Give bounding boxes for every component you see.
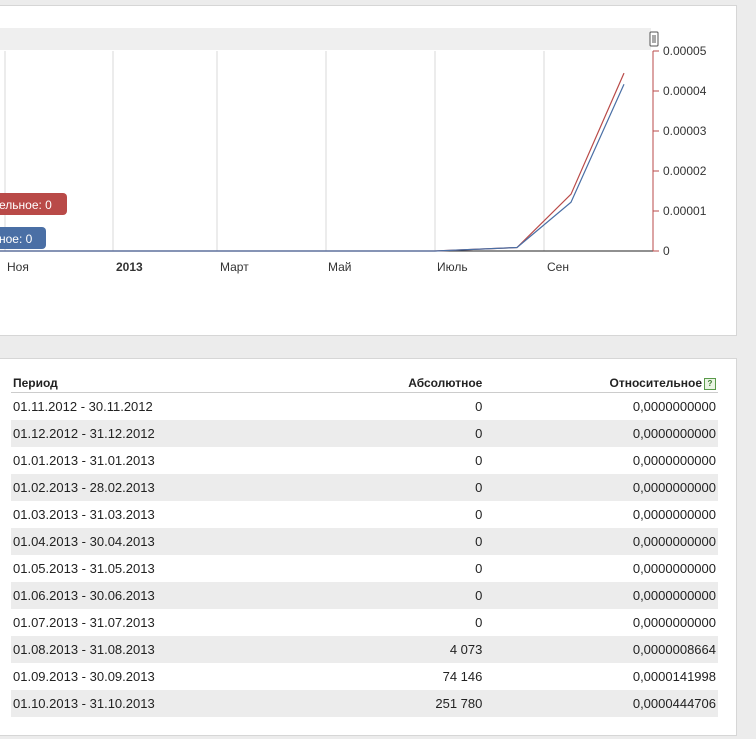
cell-absolute: 0	[319, 419, 485, 447]
header-relative-label: Относительное	[609, 376, 702, 390]
cell-relative: 0,0000000000	[632, 506, 716, 522]
cell-period: 01.10.2013 - 31.10.2013	[11, 689, 320, 717]
header-absolute[interactable]: Абсолютное	[319, 373, 485, 393]
cell-relative: 0,0000000000	[632, 398, 716, 414]
header-period[interactable]: Период	[11, 373, 320, 393]
cell-relative: 0,0000000000	[632, 560, 716, 576]
cell-absolute: 0	[319, 473, 485, 501]
badge-relative: ельное: 0	[0, 193, 67, 215]
y-tick-label: 0.00001	[663, 204, 707, 218]
y-tick-label: 0.00005	[663, 44, 707, 58]
cell-absolute: 0	[475, 560, 483, 576]
cell-absolute: 0	[319, 527, 485, 555]
badge-relative-text: ельное: 0	[0, 198, 52, 212]
cell-period: 01.08.2013 - 31.08.2013	[11, 635, 320, 663]
x-tick-label: 2013	[116, 260, 143, 274]
cell-absolute: 4 073	[319, 635, 485, 663]
cell-period: 01.04.2013 - 30.04.2013	[11, 527, 320, 555]
cell-absolute: 0	[319, 581, 485, 609]
cell-period: 01.01.2013 - 31.01.2013	[13, 452, 155, 468]
x-tick-label: Ноя	[7, 260, 29, 274]
cell-absolute: 251 780	[319, 689, 485, 717]
cell-absolute: 0	[475, 452, 483, 468]
table-row: 01.11.2012 - 30.11.2012 0 0,0000000000	[11, 393, 718, 420]
cell-relative: 0,0000000000	[484, 419, 718, 447]
table-row: 01.05.2013 - 31.05.2013 0 0,0000000000	[11, 555, 718, 582]
x-tick-label: Март	[220, 260, 249, 274]
x-tick-label: Июль	[437, 260, 468, 274]
cell-relative: 0,0000008664	[484, 635, 718, 663]
table-row: 01.12.2012 - 31.12.2012 0 0,0000000000	[11, 419, 718, 447]
table-row: 01.07.2013 - 31.07.2013 0 0,0000000000	[11, 609, 718, 636]
cell-relative: 0,0000141998	[632, 668, 716, 684]
table-row: 01.08.2013 - 31.08.2013 4 073 0,0000008664	[11, 635, 718, 663]
y-tick-label: 0.00004	[663, 84, 707, 98]
chart-panel: Ноя 2013 Март Май Июль Сен 0 0.00001 0.00002 0.00…	[0, 5, 737, 336]
cell-period: 01.07.2013 - 31.07.2013	[13, 614, 155, 630]
cell-absolute: 0	[475, 398, 483, 414]
cell-relative: 0,0000000000	[484, 527, 718, 555]
cell-relative: 0,0000000000	[484, 581, 718, 609]
cell-absolute: 0	[475, 506, 483, 522]
cell-absolute: 0	[475, 614, 483, 630]
badge-absolute-text: ное: 0	[0, 232, 33, 246]
cell-period: 01.11.2012 - 30.11.2012	[13, 398, 153, 414]
table-row: 01.03.2013 - 31.03.2013 0 0,0000000000	[11, 501, 718, 528]
cell-relative: 0,0000444706	[484, 689, 718, 717]
table-row: 01.04.2013 - 30.04.2013 0 0,0000000000	[11, 527, 718, 555]
cell-absolute: 74 146	[442, 668, 483, 684]
cell-relative: 0,0000000000	[632, 452, 716, 468]
header-relative[interactable]: Относительное?	[484, 373, 718, 393]
cell-relative: 0,0000000000	[632, 614, 716, 630]
x-tick-label: Сен	[547, 260, 569, 274]
x-tick-label: Май	[328, 260, 352, 274]
table-row: 01.10.2013 - 31.10.2013 251 780 0,00004447…	[11, 689, 718, 717]
y-tick-label: 0.00002	[663, 164, 707, 178]
series-line-absolute	[0, 83, 625, 252]
table-header-row: Период Абсолютное Относительное?	[11, 373, 718, 393]
table-row: 01.06.2013 - 30.06.2013 0 0,0000000000	[11, 581, 718, 609]
chart-navigator-bar[interactable]	[0, 28, 651, 50]
cell-period: 01.06.2013 - 30.06.2013	[11, 581, 320, 609]
table-row: 01.01.2013 - 31.01.2013 0 0,0000000000	[11, 447, 718, 474]
stats-table: Период Абсолютное Относительное? 01.11.2…	[11, 373, 718, 717]
scroll-handle[interactable]	[649, 31, 659, 47]
line-chart: Ноя 2013 Март Май Июль Сен 0 0.00001 0.00002 0.00…	[0, 28, 707, 274]
badge-absolute: ное: 0	[0, 227, 46, 249]
y-tick-label: 0	[663, 244, 670, 258]
table-panel: Период Абсолютное Относительное? 01.11.2…	[0, 358, 737, 736]
table-row: 01.02.2013 - 28.02.2013 0 0,0000000000	[11, 473, 718, 501]
cell-period: 01.05.2013 - 31.05.2013	[13, 560, 155, 576]
cell-period: 01.03.2013 - 31.03.2013	[13, 506, 155, 522]
cell-period: 01.12.2012 - 31.12.2012	[11, 419, 320, 447]
y-tick-label: 0.00003	[663, 124, 707, 138]
cell-period: 01.09.2013 - 30.09.2013	[13, 668, 155, 684]
cell-period: 01.02.2013 - 28.02.2013	[11, 473, 320, 501]
table-row: 01.09.2013 - 30.09.2013 74 146 0,000014199…	[11, 663, 718, 690]
cell-relative: 0,0000000000	[484, 473, 718, 501]
help-icon[interactable]: ?	[704, 377, 716, 390]
series-line-relative	[0, 72, 625, 252]
